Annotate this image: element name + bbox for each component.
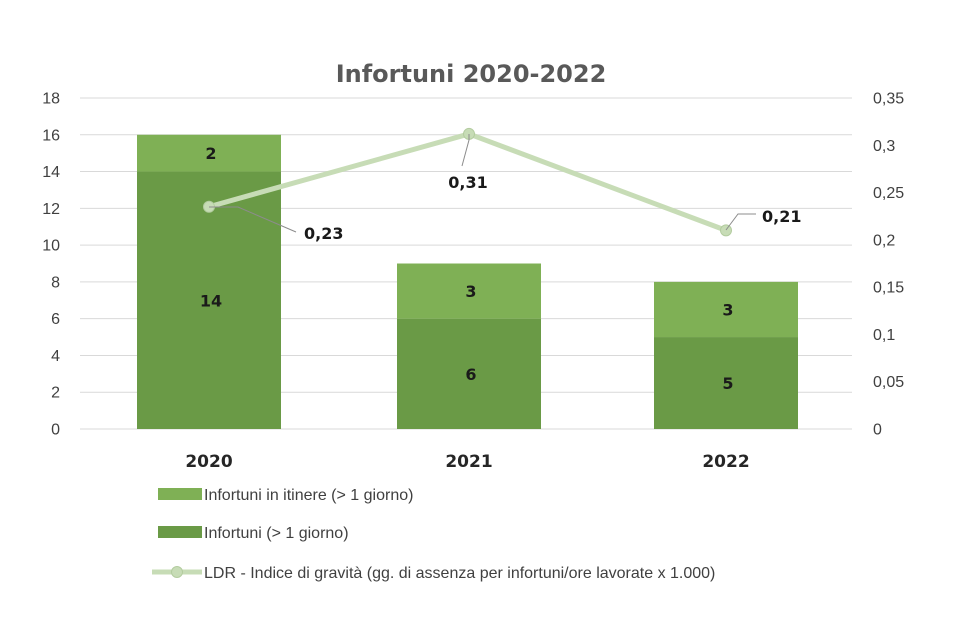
bar-infortuni — [137, 171, 281, 430]
category-label: 2020 — [185, 452, 232, 472]
bar-infortuni-itinere — [137, 134, 281, 172]
bar-data-label: 3 — [465, 282, 476, 301]
bar-infortuni-itinere — [397, 263, 541, 319]
right-tick-label: 0,15 — [873, 280, 904, 297]
bar-infortuni-itinere — [654, 281, 798, 338]
bars: 14 2 6 3 5 3 — [137, 134, 798, 430]
left-tick-label: 14 — [42, 164, 60, 181]
category-axis: 2020 2021 2022 — [185, 452, 749, 472]
right-tick-label: 0,25 — [873, 185, 904, 202]
chart-title: Infortuni 2020-2022 — [336, 60, 607, 88]
left-tick-label: 2 — [51, 385, 60, 402]
ldr-data-label: 0,31 — [448, 173, 487, 192]
legend: Infortuni in itinere (> 1 giorno) Infortu… — [152, 487, 715, 582]
left-axis: 0 2 4 6 8 10 12 14 16 18 — [42, 91, 60, 439]
bar-data-label: 3 — [722, 300, 733, 319]
left-tick-label: 6 — [51, 311, 60, 328]
right-tick-label: 0,3 — [873, 138, 895, 155]
bar-data-label: 14 — [200, 291, 222, 310]
bar-data-label: 6 — [465, 365, 476, 384]
left-tick-label: 0 — [51, 422, 60, 439]
legend-marker — [171, 566, 183, 578]
left-tick-label: 4 — [51, 348, 60, 365]
left-tick-label: 8 — [51, 274, 60, 291]
ldr-data-label: 0,21 — [762, 207, 801, 226]
category-label: 2021 — [445, 452, 492, 472]
legend-label: Infortuni in itinere (> 1 giorno) — [204, 487, 413, 504]
bar-data-label: 2 — [205, 144, 216, 163]
ldr-point — [720, 224, 732, 237]
left-tick-label: 12 — [42, 201, 60, 218]
legend-label: LDR - Indice di gravità (gg. di assenza … — [204, 565, 715, 582]
bar-infortuni — [397, 318, 541, 429]
bar-infortuni — [654, 337, 798, 429]
bar-data-label: 5 — [722, 374, 733, 393]
legend-label: Infortuni (> 1 giorno) — [204, 525, 349, 542]
right-tick-label: 0,1 — [873, 327, 895, 344]
ldr-leader-line — [725, 213, 756, 231]
legend-swatch — [158, 526, 202, 538]
category-label: 2022 — [702, 452, 749, 472]
ldr-leader-line — [209, 206, 297, 233]
ldr-line-series: 0,23 0,31 0,21 — [203, 127, 801, 243]
right-tick-label: 0,35 — [873, 91, 904, 108]
legend-swatch — [158, 488, 202, 500]
left-tick-label: 10 — [42, 238, 60, 255]
right-tick-label: 0,05 — [873, 374, 904, 391]
right-tick-label: 0 — [873, 422, 882, 439]
ldr-data-label: 0,23 — [304, 224, 343, 243]
right-tick-label: 0,2 — [873, 232, 895, 249]
ldr-leader-line — [461, 134, 470, 167]
right-axis: 0 0,05 0,1 0,15 0,2 0,25 0,3 0,35 — [873, 91, 904, 439]
left-tick-label: 16 — [42, 127, 60, 144]
left-tick-label: 18 — [42, 91, 60, 108]
